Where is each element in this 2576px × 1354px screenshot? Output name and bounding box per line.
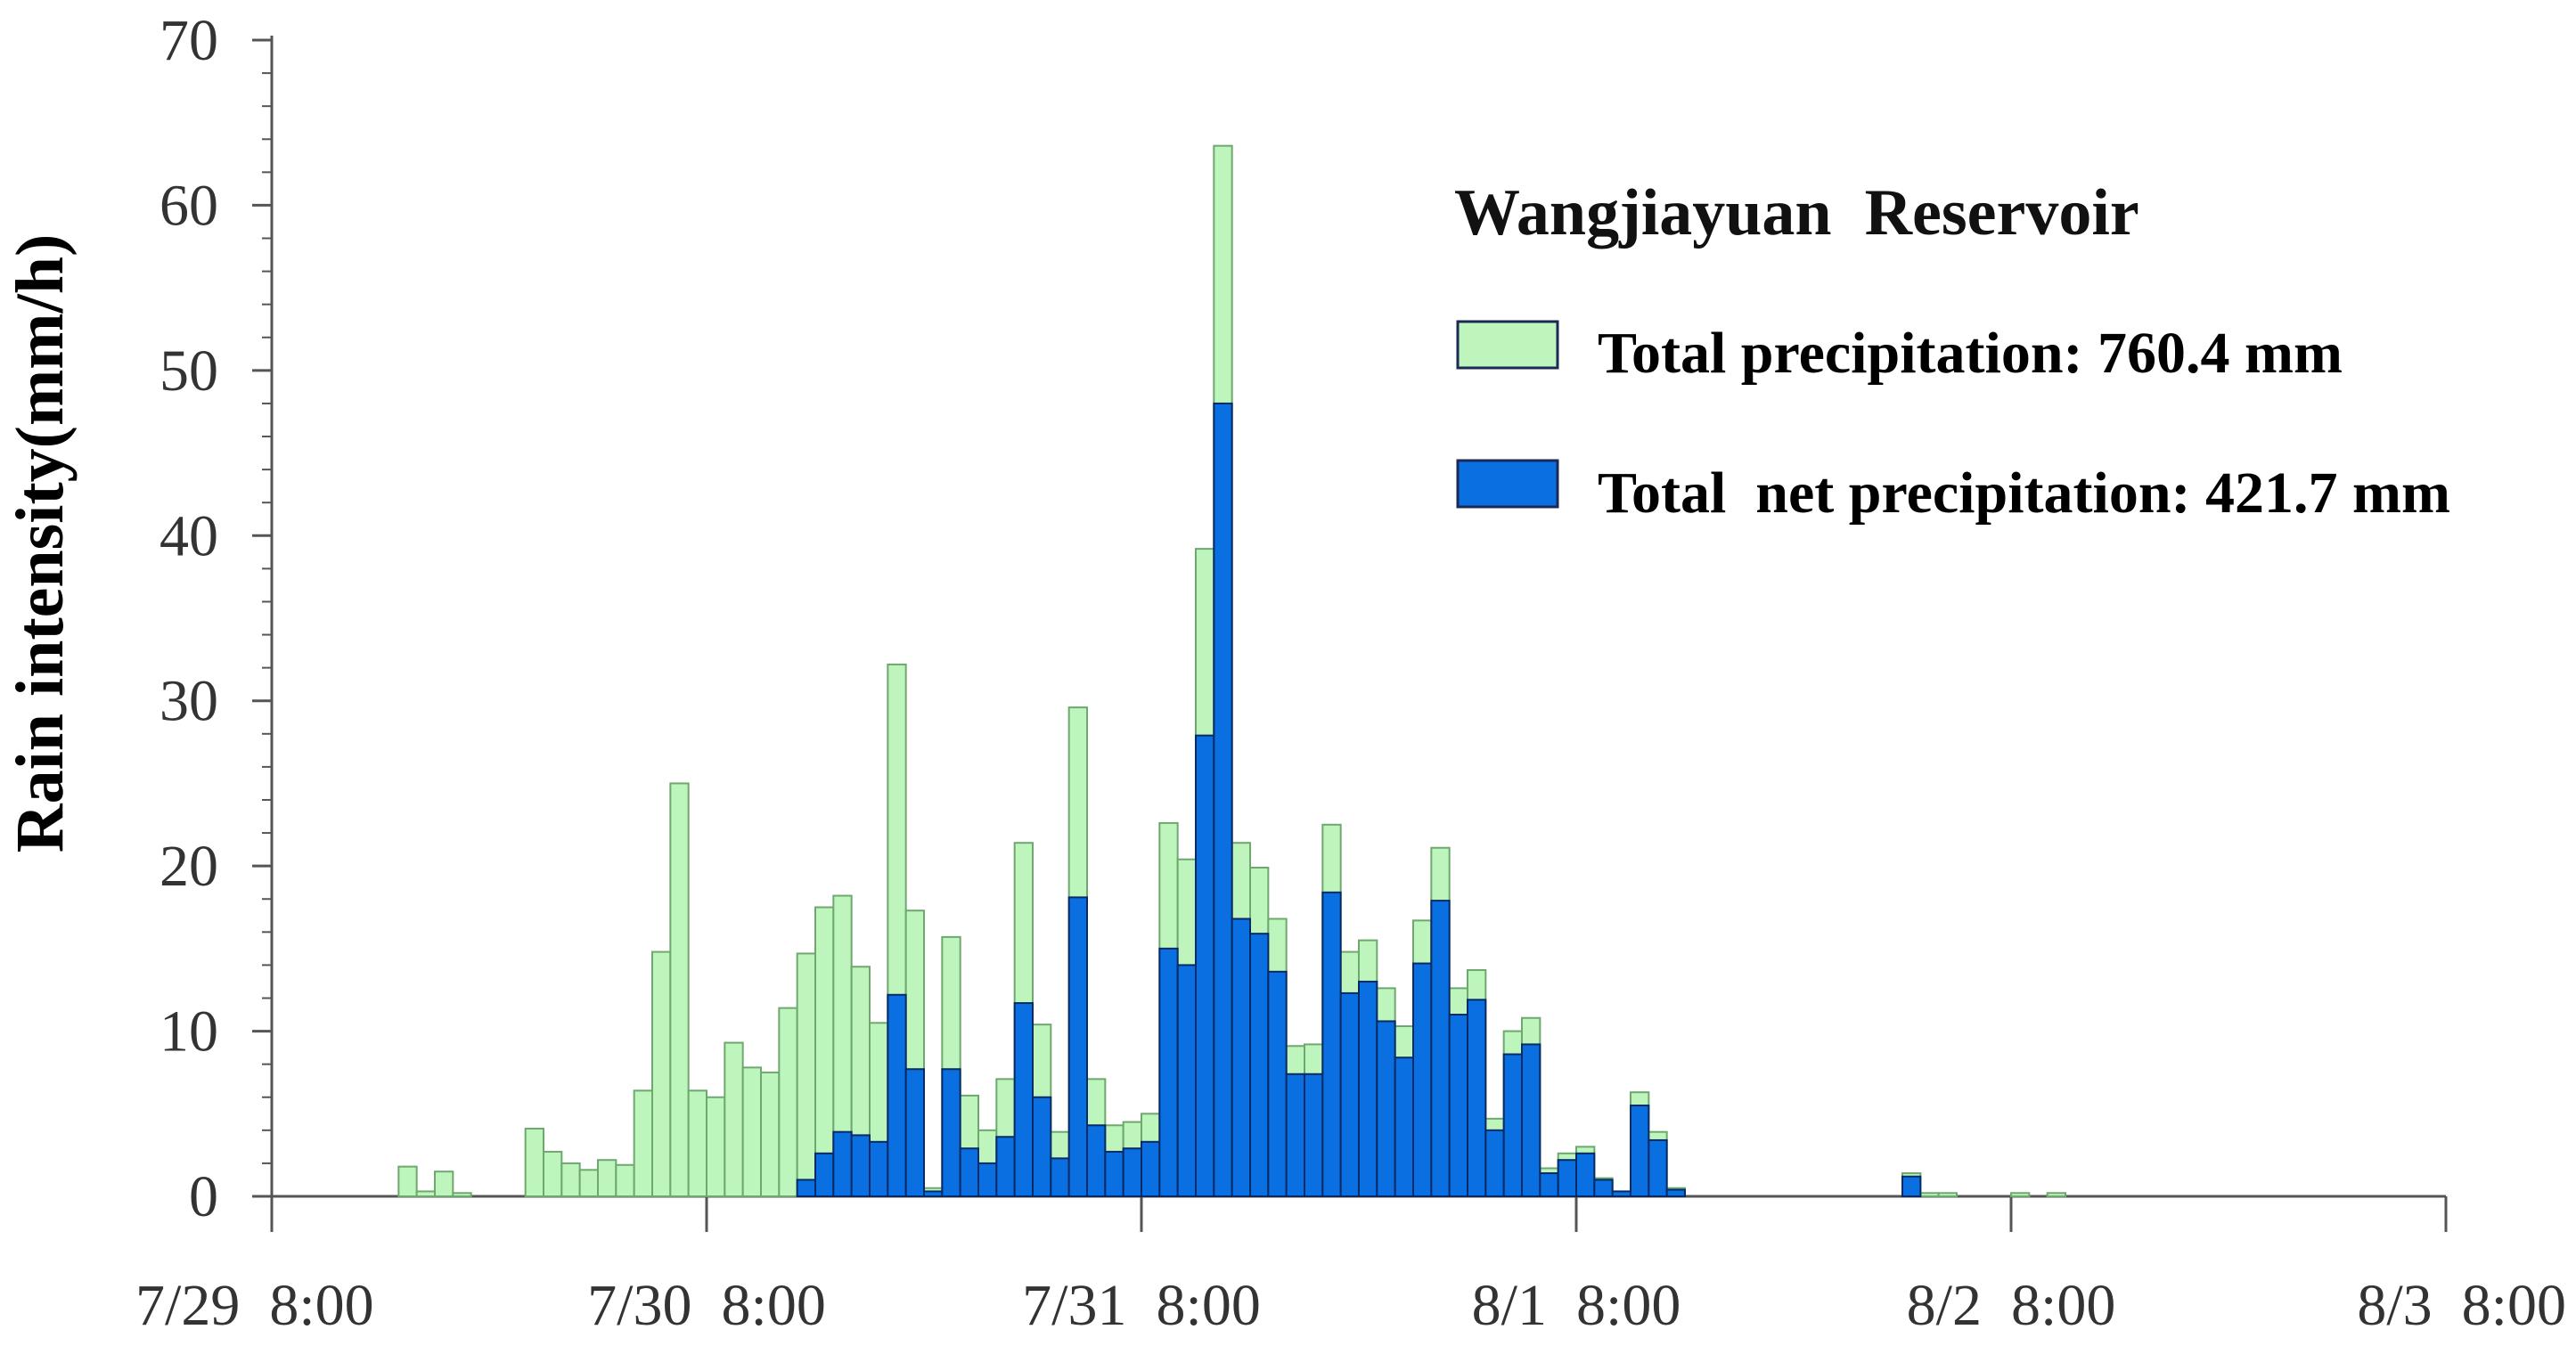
net-precipitation-bar bbox=[1104, 1150, 1124, 1198]
net-precipitation-bar bbox=[850, 1134, 871, 1198]
net-precipitation-bar bbox=[1412, 962, 1433, 1197]
net-precipitation-bar bbox=[977, 1162, 998, 1198]
total-precipitation-bar bbox=[415, 1190, 436, 1197]
y-tick-label: 40 bbox=[159, 503, 218, 568]
x-tick-label: 7/29 8:00 bbox=[135, 1273, 374, 1338]
legend-label-net: Total net precipitation: 421.7 mm bbox=[1598, 461, 2450, 526]
total-precipitation-bar bbox=[633, 1089, 654, 1197]
y-tick-label: 20 bbox=[159, 834, 218, 899]
total-precipitation-bar bbox=[434, 1170, 454, 1197]
net-precipitation-bar bbox=[1448, 1014, 1468, 1197]
net-precipitation-bar bbox=[1158, 947, 1179, 1198]
net-precipitation-bar bbox=[1502, 1053, 1523, 1197]
total-precipitation-bar bbox=[778, 1007, 798, 1198]
net-precipitation-bar bbox=[814, 1152, 835, 1198]
net-precipitation-bar bbox=[1086, 1124, 1107, 1198]
net-precipitation-bar bbox=[1013, 1002, 1034, 1198]
legend: Wangjiayuan Reservoir Total precipitatio… bbox=[1454, 176, 2450, 526]
net-precipitation-bar bbox=[923, 1190, 944, 1197]
net-precipitation-bar bbox=[1484, 1129, 1505, 1198]
y-tick-label: 50 bbox=[159, 338, 218, 404]
y-tick-label: 10 bbox=[159, 999, 218, 1064]
y-axis-title: Rain intensity(mm/h) bbox=[3, 234, 78, 853]
total-precipitation-bar bbox=[597, 1159, 617, 1197]
total-precipitation-bar bbox=[524, 1127, 545, 1197]
net-precipitation-bar bbox=[1611, 1190, 1631, 1197]
net-precipitation-bar bbox=[1557, 1159, 1577, 1197]
net-precipitation-bar bbox=[1358, 980, 1378, 1198]
total-precipitation-bar bbox=[741, 1066, 763, 1198]
total-precipitation-bar bbox=[724, 1041, 744, 1197]
net-precipitation-bar bbox=[1267, 970, 1288, 1197]
y-axis: 0 10 20 30 40 50 60 70 bbox=[159, 8, 274, 1229]
net-precipitation-bar bbox=[1195, 734, 1215, 1197]
net-precipitation-bar bbox=[1901, 1175, 1922, 1197]
net-precipitation-bar bbox=[1321, 891, 1342, 1197]
total-precipitation-bar bbox=[452, 1192, 472, 1197]
net-precipitation-bar bbox=[1304, 1073, 1324, 1197]
total-precipitation-bar bbox=[760, 1071, 781, 1198]
y-tick-label: 60 bbox=[159, 173, 218, 238]
net-precipitation-bar bbox=[941, 1068, 961, 1197]
net-precipitation-series bbox=[796, 402, 1922, 1198]
net-precipitation-bar bbox=[1665, 1188, 1686, 1198]
net-precipitation-bar bbox=[959, 1147, 979, 1197]
net-precipitation-bar bbox=[995, 1136, 1016, 1198]
net-precipitation-bar bbox=[904, 1068, 926, 1197]
net-precipitation-bar bbox=[869, 1140, 889, 1198]
net-precipitation-bar bbox=[1231, 918, 1251, 1197]
net-precipitation-bar bbox=[1539, 1172, 1559, 1198]
total-precipitation-bar bbox=[397, 1165, 418, 1197]
net-precipitation-bar bbox=[1376, 1020, 1396, 1197]
net-precipitation-bar bbox=[1213, 402, 1233, 1197]
y-tick-label: 70 bbox=[159, 8, 218, 73]
total-precipitation-bar bbox=[669, 782, 690, 1198]
x-tick-label: 8/2 8:00 bbox=[1907, 1273, 2116, 1338]
x-tick-label: 8/1 8:00 bbox=[1472, 1273, 1681, 1338]
total-precipitation-bar bbox=[615, 1163, 635, 1197]
x-tick-label: 7/31 8:00 bbox=[1022, 1273, 1261, 1338]
total-precipitation-bar bbox=[1937, 1192, 1959, 1197]
net-precipitation-bar bbox=[1593, 1179, 1614, 1198]
total-precipitation-bar bbox=[651, 950, 672, 1197]
total-precipitation-bar bbox=[706, 1096, 726, 1197]
y-tick-label: 0 bbox=[189, 1164, 218, 1229]
y-tick-label: 30 bbox=[159, 669, 218, 734]
total-precipitation-bar bbox=[1919, 1192, 1940, 1197]
legend-swatch-total bbox=[1456, 320, 1559, 370]
total-precipitation-bar bbox=[2010, 1192, 2031, 1197]
total-precipitation-bar bbox=[578, 1169, 600, 1197]
total-precipitation-bar bbox=[796, 952, 817, 1198]
net-precipitation-bar bbox=[1285, 1073, 1305, 1197]
total-precipitation-bar bbox=[543, 1150, 563, 1198]
net-precipitation-bar bbox=[1394, 1056, 1414, 1197]
total-precipitation-bar bbox=[560, 1162, 581, 1198]
net-precipitation-bar bbox=[832, 1130, 853, 1198]
x-tick-label: 8/3 8:00 bbox=[2357, 1273, 2566, 1338]
net-precipitation-bar bbox=[1141, 1140, 1161, 1198]
net-precipitation-bar bbox=[1467, 999, 1487, 1197]
net-precipitation-bar bbox=[1067, 896, 1088, 1197]
net-precipitation-bar bbox=[1575, 1152, 1596, 1198]
legend-label-total: Total precipitation: 760.4 mm bbox=[1598, 321, 2343, 386]
net-precipitation-bar bbox=[1521, 1043, 1542, 1198]
net-precipitation-bar bbox=[1050, 1157, 1070, 1198]
net-precipitation-bar bbox=[796, 1179, 817, 1198]
x-axis: 7/29 8:00 7/30 8:00 7/31 8:00 8/1 8:00 8/2 8… bbox=[135, 1195, 2566, 1338]
legend-title: Wangjiayuan Reservoir bbox=[1454, 176, 2139, 249]
net-precipitation-bar bbox=[1032, 1096, 1052, 1197]
net-precipitation-bar bbox=[1176, 964, 1197, 1198]
x-tick-label: 7/30 8:00 bbox=[587, 1273, 826, 1338]
total-precipitation-bar bbox=[2046, 1192, 2067, 1197]
total-precipitation-bar bbox=[687, 1089, 708, 1197]
net-precipitation-bar bbox=[1122, 1147, 1142, 1197]
net-precipitation-bar bbox=[887, 993, 907, 1197]
legend-swatch-net bbox=[1456, 459, 1559, 509]
net-precipitation-bar bbox=[1339, 991, 1360, 1197]
net-precipitation-bar bbox=[1630, 1105, 1650, 1197]
net-precipitation-bar bbox=[1648, 1138, 1668, 1198]
net-precipitation-bar bbox=[1249, 933, 1270, 1197]
net-precipitation-bar bbox=[1430, 900, 1451, 1198]
